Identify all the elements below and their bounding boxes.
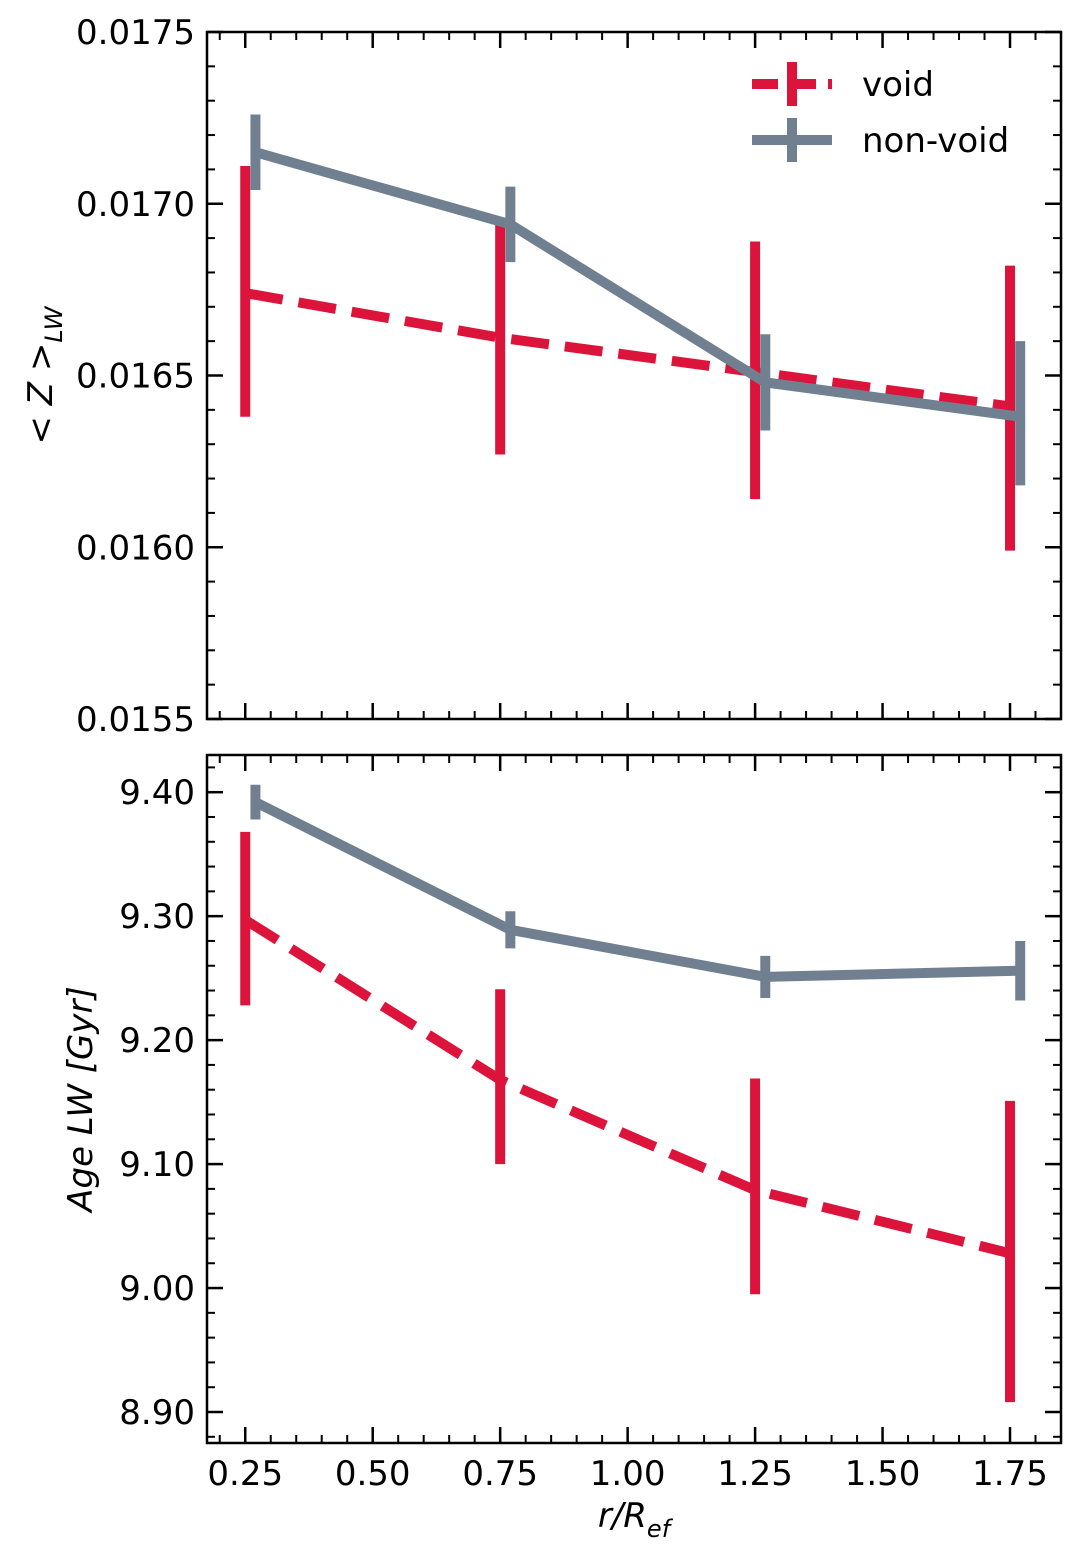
series-line-void xyxy=(244,288,1011,412)
legend-label-void: void xyxy=(862,65,934,105)
x-tick-label: 0.50 xyxy=(335,1454,411,1494)
bottom-panel: 8.90 9.00 9.10 9.20 9.30 9.40 0.25 0.50 0.75 1.00… xyxy=(61,753,1063,1543)
data-point-void xyxy=(1008,404,1013,409)
x-tick-label: 1.75 xyxy=(972,1454,1048,1494)
y-tick-label: 0.0170 xyxy=(76,185,195,225)
legend: void non-void xyxy=(752,62,1009,162)
y-axis-label: Age LW [Gyr] xyxy=(61,986,101,1214)
top-panel: 0.0155 0.0160 0.0165 0.0170 0.0175 < Z >LW xyxy=(21,13,1063,740)
y-tick-label: 9.20 xyxy=(119,1021,195,1061)
y-tick-label: 0.0165 xyxy=(76,357,195,397)
data-point-void xyxy=(753,1188,758,1193)
y-tick-label: 9.00 xyxy=(119,1269,195,1309)
data-point-non-void xyxy=(508,222,513,227)
x-tick-label: 0.25 xyxy=(207,1454,283,1494)
x-tick-label: 1.00 xyxy=(590,1454,666,1494)
data-point-non-void xyxy=(763,380,768,385)
data-point-void xyxy=(243,917,248,922)
y-tick-label: 9.40 xyxy=(119,773,195,813)
data-point-non-void xyxy=(253,800,258,805)
y-tick-label: 8.90 xyxy=(119,1393,195,1433)
x-tick-label: 0.75 xyxy=(462,1454,538,1494)
series-line-non-void xyxy=(253,797,1021,982)
data-point-void xyxy=(498,335,503,340)
data-point-non-void xyxy=(253,150,258,155)
legend-label-non-void: non-void xyxy=(862,121,1009,161)
data-point-non-void xyxy=(1018,968,1023,973)
data-point-non-void xyxy=(508,927,513,932)
series-line-non-void xyxy=(254,147,1021,422)
x-tick-label: 1.25 xyxy=(717,1454,793,1494)
y-tick-label: 0.0155 xyxy=(76,700,195,740)
series-line-void xyxy=(242,915,1012,1259)
plot-frame xyxy=(205,753,1063,1445)
x-axis-label: r/Ref xyxy=(598,1496,674,1543)
y-tick-label: 0.0160 xyxy=(76,528,195,568)
data-point-non-void xyxy=(763,974,768,979)
y-axis-label: < Z >LW xyxy=(21,305,68,444)
y-tick-label: 9.30 xyxy=(119,897,195,937)
data-point-void xyxy=(243,291,248,296)
data-point-non-void xyxy=(1018,414,1023,419)
data-point-void xyxy=(498,1077,503,1082)
y-tick-label: 0.0175 xyxy=(76,13,195,53)
x-tick-label: 1.50 xyxy=(845,1454,921,1494)
y-tick-label: 9.10 xyxy=(119,1145,195,1185)
data-point-void xyxy=(1008,1251,1013,1256)
